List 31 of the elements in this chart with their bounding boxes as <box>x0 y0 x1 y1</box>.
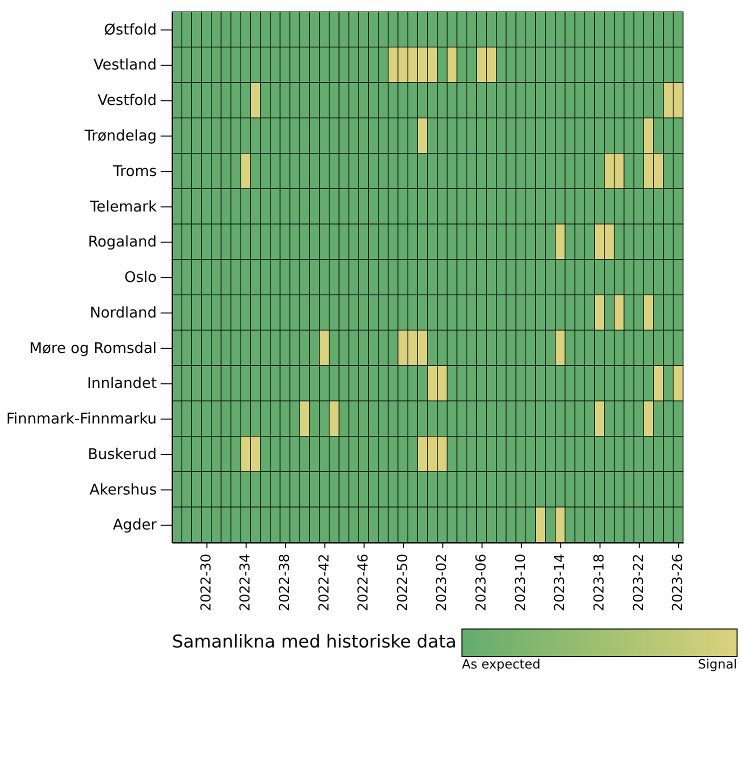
y-tick-label: Telemark <box>89 198 158 216</box>
y-tick-label: Oslo <box>124 269 157 286</box>
y-tick-label: Troms <box>112 162 157 180</box>
y-tick-label: Østfold <box>104 21 157 38</box>
x-tick-label: 2023-02 <box>434 554 450 612</box>
x-tick-label: 2023-14 <box>552 554 568 612</box>
x-tick-label: 2022-30 <box>198 554 214 612</box>
x-tick-label: 2023-06 <box>474 554 490 612</box>
x-tick-label: 2023-22 <box>630 554 647 612</box>
y-tick-label: Agder <box>112 516 158 534</box>
color-bar-title: Samanlikna med historiske data <box>172 632 457 653</box>
x-tick-label: 2022-50 <box>394 554 411 612</box>
x-tick-label: 2022-42 <box>316 554 332 612</box>
y-tick-label: Akershus <box>90 481 157 498</box>
y-tick-label: Rogaland <box>88 234 157 251</box>
y-tick-label: Buskerud <box>88 446 157 463</box>
x-tick-label: 2022-46 <box>356 554 372 612</box>
x-tick-label: 2023-26 <box>670 554 686 612</box>
y-tick-label: Nordland <box>90 304 157 322</box>
y-tick-label: Møre og Romsdal <box>29 340 157 357</box>
y-tick-label: Vestland <box>93 56 157 74</box>
color-bar-label: As expected <box>462 657 540 672</box>
x-tick-label: 2022-34 <box>238 554 254 612</box>
x-tick-label: 2023-18 <box>591 554 608 612</box>
y-tick-label: Vestfold <box>98 92 157 110</box>
x-tick-label: 2023-10 <box>512 554 529 612</box>
color-bar-label: Signal <box>698 657 738 672</box>
x-tick-label: 2022-38 <box>276 554 293 612</box>
y-tick-label: Finnmark-Finnmarku <box>6 410 157 428</box>
y-tick-label: Trøndelag <box>84 128 157 145</box>
y-tick-label: Innlandet <box>87 375 157 392</box>
